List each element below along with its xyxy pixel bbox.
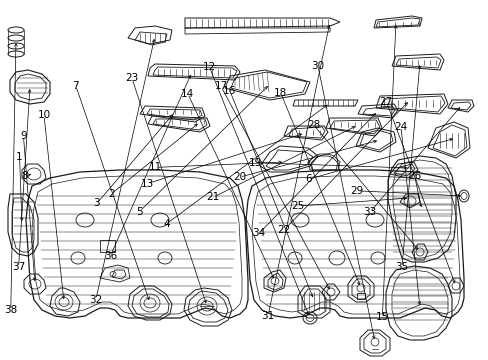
Text: 25: 25 xyxy=(291,201,305,211)
Text: 3: 3 xyxy=(93,198,100,208)
Text: 33: 33 xyxy=(362,207,376,217)
Text: 36: 36 xyxy=(103,251,117,261)
Text: 23: 23 xyxy=(125,73,139,84)
Text: 37: 37 xyxy=(12,262,25,272)
Text: 34: 34 xyxy=(252,228,265,238)
Text: 5: 5 xyxy=(136,207,142,217)
Text: 28: 28 xyxy=(306,120,320,130)
Text: 4: 4 xyxy=(163,219,169,229)
Text: 12: 12 xyxy=(202,62,216,72)
Text: 14: 14 xyxy=(181,89,194,99)
Text: 18: 18 xyxy=(273,88,287,98)
Text: 30: 30 xyxy=(311,60,324,71)
Text: 2: 2 xyxy=(108,189,115,199)
Text: 6: 6 xyxy=(304,174,311,184)
Text: 29: 29 xyxy=(349,186,363,196)
Text: 27: 27 xyxy=(379,96,392,107)
Text: 10: 10 xyxy=(38,110,50,120)
Text: 32: 32 xyxy=(89,294,102,305)
Text: 26: 26 xyxy=(407,171,421,181)
Text: 31: 31 xyxy=(261,311,274,321)
Text: 15: 15 xyxy=(375,312,388,322)
Text: 21: 21 xyxy=(206,192,220,202)
Text: 9: 9 xyxy=(20,131,27,141)
Text: 7: 7 xyxy=(72,81,79,91)
Text: 17: 17 xyxy=(214,81,227,91)
Text: 19: 19 xyxy=(248,158,262,168)
Text: 8: 8 xyxy=(21,171,28,181)
Text: 16: 16 xyxy=(223,86,236,96)
Text: 35: 35 xyxy=(394,262,408,272)
Text: 1: 1 xyxy=(16,152,23,162)
Text: 22: 22 xyxy=(276,225,290,235)
Text: 20: 20 xyxy=(233,172,245,182)
Text: 13: 13 xyxy=(141,179,154,189)
Text: 38: 38 xyxy=(4,305,18,315)
Text: 11: 11 xyxy=(148,162,162,172)
Text: 24: 24 xyxy=(393,122,407,132)
